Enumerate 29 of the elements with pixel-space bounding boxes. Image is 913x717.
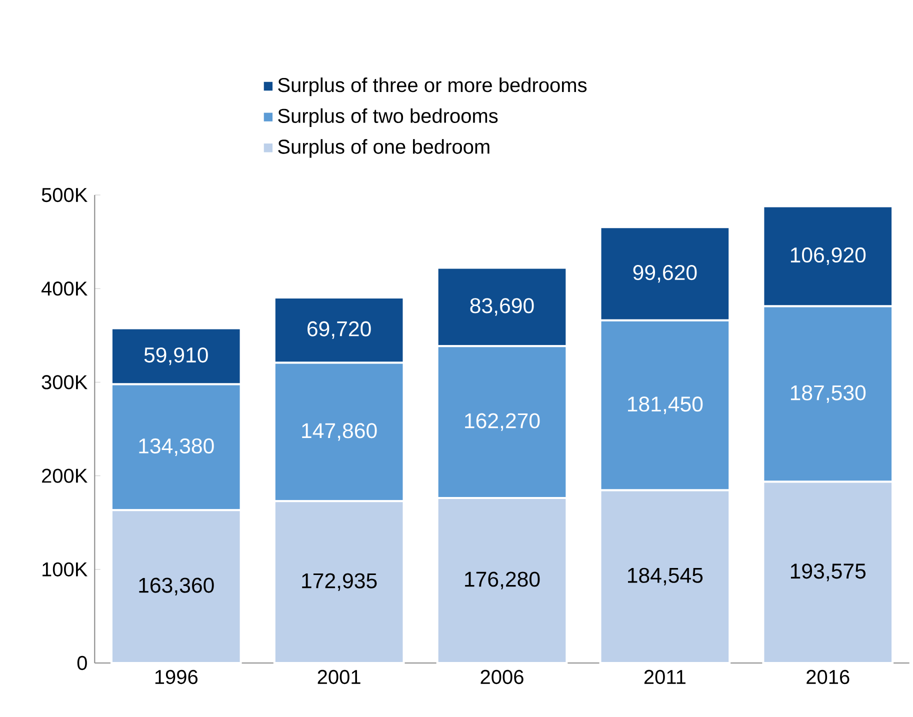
y-tick-label: 400K bbox=[41, 282, 88, 296]
y-tick-label: 200K bbox=[42, 468, 88, 483]
data-label: 162,270 bbox=[465, 413, 540, 431]
y-tick-label: 300K bbox=[42, 375, 88, 390]
data-label: 181,450 bbox=[628, 396, 703, 414]
data-label: 193,575 bbox=[790, 564, 866, 582]
x-tick-label: 2006 bbox=[480, 670, 524, 684]
data-label: 187,530 bbox=[790, 385, 866, 403]
data-label: 163,360 bbox=[139, 578, 214, 596]
y-tick-label: 0 bbox=[77, 656, 87, 670]
data-label: 176,280 bbox=[465, 572, 540, 590]
legend-label: Surplus of two bedrooms bbox=[278, 108, 498, 127]
y-tick-label: 500K bbox=[42, 188, 88, 202]
data-label: 59,910 bbox=[144, 347, 208, 366]
data-label: 69,720 bbox=[308, 321, 371, 339]
data-label: 147,860 bbox=[302, 423, 377, 441]
legend-label: Surplus of one bedroom bbox=[278, 139, 490, 158]
data-label: 134,380 bbox=[139, 438, 214, 456]
x-tick-label: 2011 bbox=[644, 670, 686, 684]
x-tick-label: 2001 bbox=[318, 670, 360, 684]
y-tick-label: 100K bbox=[42, 562, 88, 576]
data-label: 106,920 bbox=[790, 247, 866, 266]
data-label: 83,690 bbox=[470, 298, 534, 316]
x-tick-label: 2016 bbox=[806, 670, 850, 684]
data-label: 99,620 bbox=[633, 264, 697, 283]
x-tick-label: 1996 bbox=[155, 670, 198, 684]
data-label: 184,545 bbox=[628, 568, 703, 586]
legend-label: Surplus of three or more bedrooms bbox=[278, 77, 587, 96]
data-label: 172,935 bbox=[302, 573, 377, 591]
